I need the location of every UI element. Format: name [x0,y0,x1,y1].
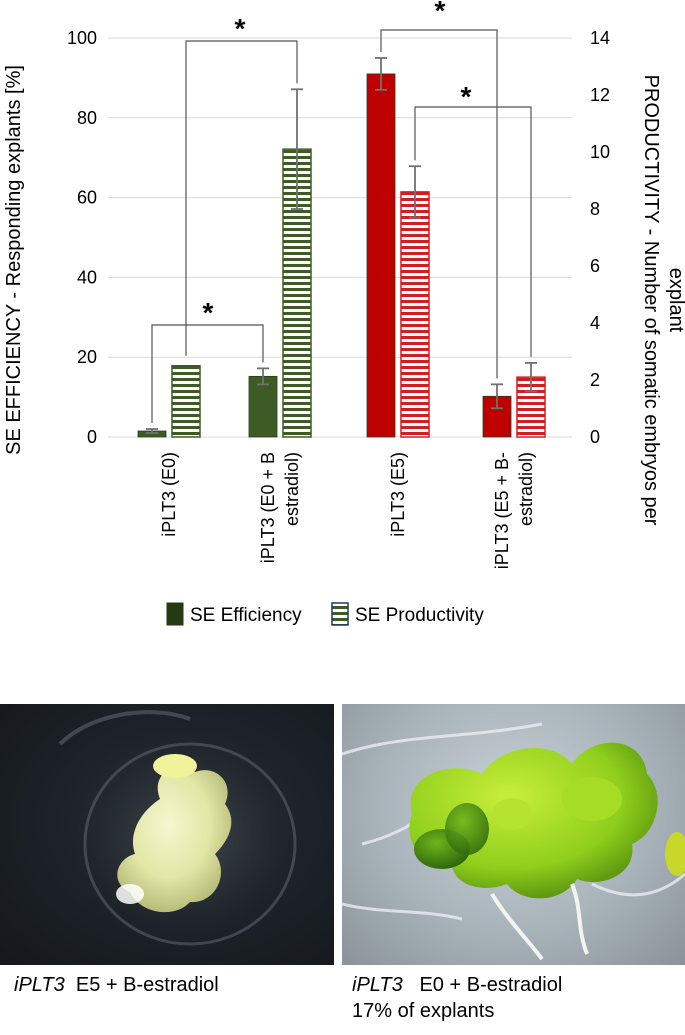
caption-left: iPLT3 E5 + B-estradiol [14,972,219,998]
y2-tick-label-2: 2 [590,370,600,390]
bar-productivity-1 [171,365,201,438]
y2-tick-label-12: 12 [590,85,610,105]
caption-right-percent: 17% of explants [352,1000,495,1022]
category-label-2-line-2: estradiol) [282,452,302,526]
legend-swatch-efficiency [166,602,184,626]
legend-label-efficiency: SE Efficiency [190,605,302,626]
sig-efficiency-e5-star: * [435,0,446,26]
sig-efficiency-e0-bracket [151,324,264,424]
y2-tick-label-4: 4 [590,313,600,333]
y2-axis-label-line-2: explant [665,268,685,333]
category-label-3-line-1: iPLT3 (E5) [388,452,408,537]
category-label-1-line-1: iPLT3 (E0) [159,452,179,537]
embryo-image [342,722,685,961]
y2-tick-label-6: 6 [590,256,600,276]
y-axis-label: SE EFFICIENCY - Responding explants [%] [3,65,25,455]
y-tick-label-0: 0 [87,427,97,447]
y-tick-label-100: 100 [67,28,97,48]
category-label-4-line-2: estradiol) [516,452,536,526]
sig-productivity-e5-star: * [461,81,472,112]
caption-left-gene: iPLT3 [14,974,65,996]
sig-productivity-e0-star: * [235,13,246,44]
y-tick-label-80: 80 [77,108,97,128]
legend: SE Efficiency SE Productivity [166,602,484,626]
y2-axis-label-line-1: PRODUCTIVITY - Number of somatic embryos… [640,75,662,526]
caption-right-text: E0 + B-estradiol [419,974,563,996]
legend-label-productivity: SE Productivity [355,605,484,626]
y2-tick-label-8: 8 [590,199,600,219]
sig-productivity-e5-bracket [414,106,532,357]
caption-right-gene: iPLT3 [352,974,403,996]
sig-productivity-e0-bracket [185,40,298,356]
callus-image [58,710,310,954]
bar-productivity-3 [400,191,430,438]
bar-efficiency-2 [248,375,278,438]
legend-swatch-productivity [331,602,349,626]
y-tick-label-40: 40 [77,267,97,287]
caption-left-text: E5 + B-estradiol [75,974,219,996]
bar-chart: * * * * 0 20 40 60 80 100 0 2 4 6 8 10 12 14 iPLT3 (E0) iP… [3,0,685,626]
sig-efficiency-e0-star: * [203,297,214,328]
sig-efficiency-e5-bracket [380,29,498,379]
bar-efficiency-3 [366,73,396,438]
y-tick-label-60: 60 [77,188,97,208]
y2-tick-label-10: 10 [590,142,610,162]
y-tick-label-20: 20 [77,347,97,367]
category-label-2-line-1: iPLT3 (E0 + B [258,452,278,563]
caption-right: iPLT3 E0 + B-estradiol 17% of explants [352,972,562,1024]
photo-callus-e5 [0,704,334,965]
y2-tick-label-14: 14 [590,28,610,48]
y2-tick-label-0: 0 [590,427,600,447]
category-label-4-line-1: iPLT3 (E5 + B- [492,452,512,569]
photo-embryos-e0 [342,704,685,965]
